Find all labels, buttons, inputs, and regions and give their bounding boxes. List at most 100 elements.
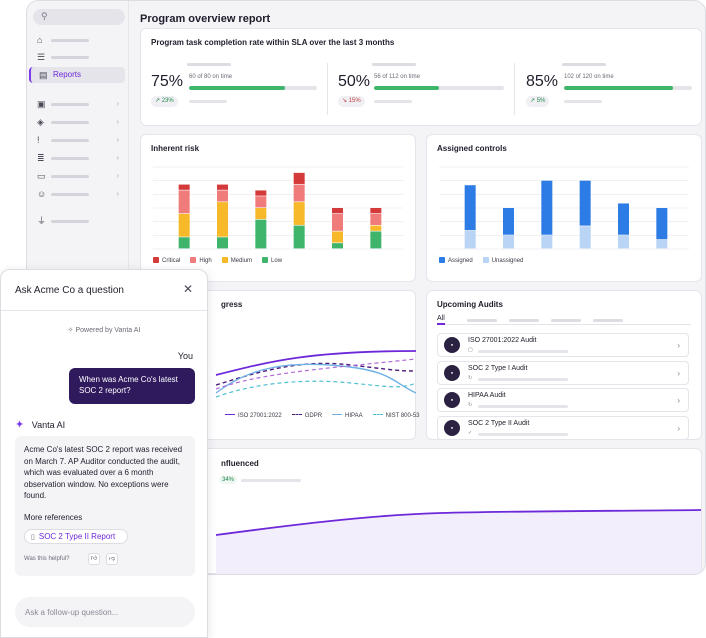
legend-swatch [262, 257, 269, 263]
assigned-controls-title: Assigned controls [437, 144, 507, 153]
ai-chat-panel: Ask Acme Co a question ✕ ✧ Powered by Va… [0, 269, 208, 638]
tab-all[interactable]: All [437, 315, 445, 325]
audit-logo-icon: ● [444, 364, 460, 381]
legend-label: High [199, 258, 212, 264]
bar-segment [370, 213, 382, 225]
bar-segment [217, 184, 228, 190]
metric-progress-bar [374, 86, 504, 90]
influenced-badge: 34% [219, 476, 238, 484]
metric-detail: 102 of 120 on time [564, 74, 614, 80]
monitor-icon: ▭ [37, 171, 46, 181]
main-content: Program overview report Program task com… [130, 1, 705, 574]
chevron-right-icon: › [677, 423, 680, 433]
bar-segment [541, 235, 553, 249]
metric-change: 23% [161, 98, 174, 104]
powered-by-text: Powered by Vanta AI [75, 327, 141, 334]
legend-swatch [221, 257, 228, 263]
thumbs-down-icon[interactable]: 👎︎ [106, 553, 118, 565]
chevron-right-icon: › [116, 153, 119, 162]
metric-placeholder [374, 100, 412, 103]
bar-segment [579, 180, 591, 226]
sidebar-item[interactable]: ▭ › [29, 168, 125, 184]
bar-segment [464, 230, 476, 249]
sidebar-item[interactable]: ☰ [29, 49, 125, 65]
sidebar-item-placeholder [51, 157, 89, 160]
legend-swatch [225, 414, 235, 415]
sidebar-item[interactable]: ≣ › [29, 150, 125, 166]
legend-label: HIPAA [345, 413, 363, 419]
sidebar-item-label: Reports [53, 70, 82, 79]
tab-placeholder[interactable] [509, 319, 539, 322]
sidebar-item[interactable]: ⏚ [29, 213, 125, 229]
audit-meta-placeholder [478, 350, 568, 353]
bar-segment [503, 208, 514, 235]
bar-segment [255, 219, 267, 249]
inherent-risk-chart [153, 166, 403, 250]
tab-placeholder[interactable] [467, 319, 497, 322]
sidebar-item[interactable]: ! › [29, 132, 125, 148]
audit-meta-placeholder [478, 405, 568, 408]
bar-segment [656, 208, 668, 240]
audit-item[interactable]: ● HIPAA Audit ↻ › [437, 388, 689, 412]
influenced-area [216, 510, 701, 574]
sla-card: Program task completion rate within SLA … [140, 28, 702, 126]
legend-label: Low [271, 258, 283, 264]
chevron-right-icon: › [677, 368, 680, 378]
bar-segment [217, 190, 228, 202]
bar-segment [370, 208, 382, 214]
follow-up-input[interactable] [15, 597, 195, 627]
close-icon[interactable]: ✕ [182, 282, 193, 296]
legend-item: Low [262, 257, 283, 264]
clipboard-icon: ▣ [37, 99, 46, 109]
sidebar-item[interactable]: ▤ Reports [29, 67, 125, 83]
framework-progress-legend: ISO 27001:2022 GDPR HIPAA NIST 800-53 [225, 413, 430, 419]
series-gdpr-line [215, 362, 417, 386]
audit-tabs: All [437, 315, 691, 325]
upcoming-audits-card: Upcoming Audits All ● ISO 27001:2022 Audi… [426, 290, 702, 440]
audit-logo-icon: ● [444, 392, 460, 408]
sidebar-item-placeholder [51, 175, 89, 178]
sla-metric: 85% 102 of 120 on time ↗ 5% [526, 63, 705, 109]
sidebar-item[interactable]: ⌂ [29, 32, 125, 48]
series-hipaa-line [215, 363, 417, 394]
sidebar-item[interactable]: ☺ › [29, 186, 125, 202]
audit-item[interactable]: ● SOC 2 Type II Audit ✓ › [437, 415, 689, 440]
audit-item[interactable]: ● SOC 2 Type I Audit ↻ › [437, 360, 689, 385]
tab-placeholder[interactable] [593, 319, 623, 322]
sidebar-item[interactable]: ◈ › [29, 114, 125, 130]
trend-up-icon: ↗ [155, 98, 161, 104]
chevron-right-icon: › [116, 117, 119, 126]
metric-percent: 50% [338, 73, 371, 90]
thumbs-up-icon[interactable]: 👍︎ [88, 553, 100, 565]
people-icon: ☺ [37, 189, 47, 199]
sidebar-item-placeholder [51, 39, 89, 42]
document-icon: ▯ [31, 534, 35, 541]
metric-divider [514, 63, 515, 115]
chevron-right-icon: › [677, 396, 680, 405]
tab-placeholder[interactable] [551, 319, 581, 322]
bar-segment [255, 208, 267, 220]
bar-segment [293, 172, 305, 184]
inherent-risk-card: Inherent risk Critical High Medium Low [140, 134, 416, 282]
audit-item[interactable]: ● ISO 27001:2022 Audit ▢ › [437, 333, 689, 357]
legend-label: Unassigned [491, 258, 524, 264]
bar-segment [178, 237, 190, 249]
sidebar-item-placeholder [51, 103, 89, 106]
audit-name: SOC 2 Type I Audit [468, 364, 528, 372]
sidebar-search[interactable]: ⚲ [33, 9, 125, 25]
reference-label: SOC 2 Type II Report [38, 532, 116, 541]
metric-placeholder [372, 63, 416, 66]
bar-segment [332, 243, 343, 249]
reference-link[interactable]: ▯ SOC 2 Type II Report [24, 529, 128, 544]
series-nist-line [215, 380, 417, 398]
series-purple-dash-line [215, 358, 417, 390]
reports-icon: ▤ [39, 70, 48, 80]
legend-item: Assigned [439, 257, 473, 264]
audit-meta-placeholder [478, 432, 568, 436]
metric-placeholder [187, 63, 231, 66]
legend-label: ISO 27001:2022 [238, 413, 282, 419]
legend-item: GDPR [291, 413, 322, 419]
follow-up-field[interactable] [15, 597, 195, 627]
sidebar-item[interactable]: ▣ › [29, 96, 125, 112]
ai-message-bubble: Acme Co's latest SOC 2 report was receiv… [15, 436, 195, 576]
